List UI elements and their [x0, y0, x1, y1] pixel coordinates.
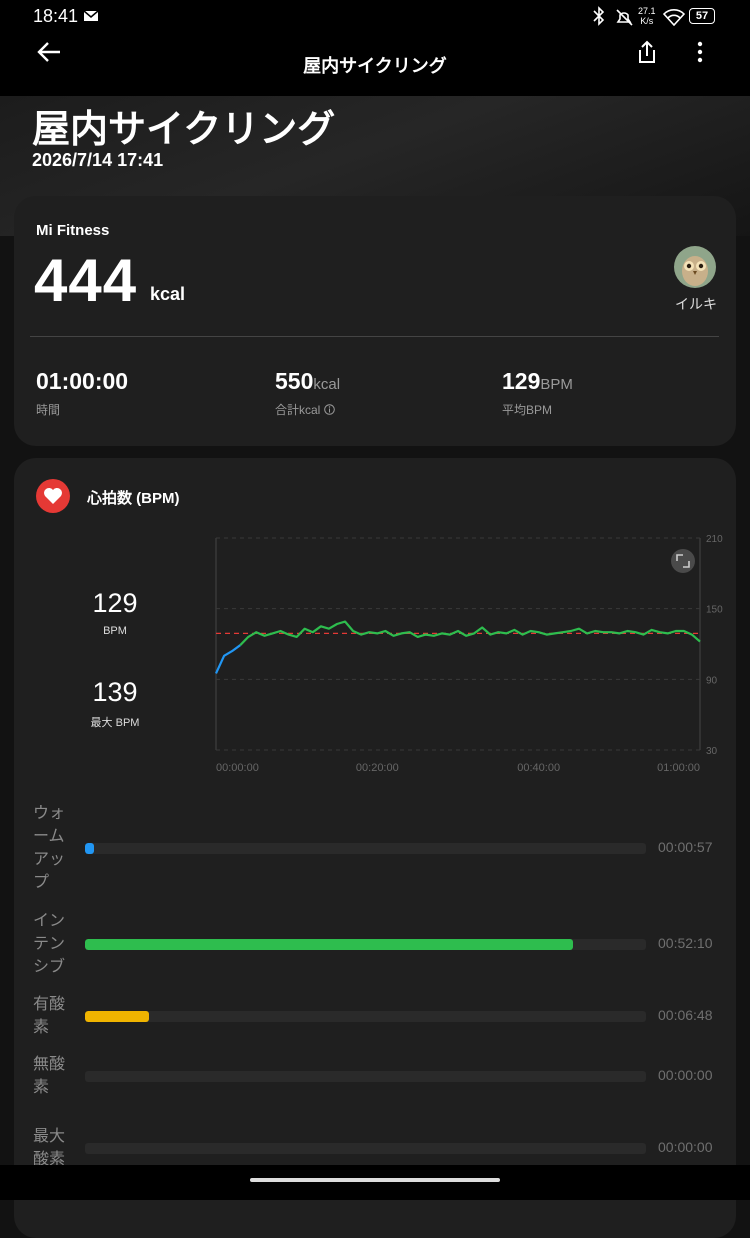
stat: 550kcal [275, 368, 340, 395]
heart-rate-line [215, 644, 241, 674]
zone-label: 最大酸素 [33, 1128, 66, 1168]
nav-bar [0, 1165, 750, 1200]
net-speed-value: 27.1 [638, 6, 656, 16]
zone-label: 無酸素 [33, 1056, 66, 1096]
summary-card: Mi Fitness 444 kcal イルキ 01:00:00 時間 550k… [14, 196, 736, 446]
stat-label: 時間 [36, 403, 61, 417]
zone-track [85, 843, 646, 854]
avatar[interactable] [673, 245, 717, 289]
top-bar [0, 0, 750, 96]
calories-unit: kcal [150, 284, 186, 304]
heart-rate-chart: 30 90 150 210 00:00:00 00:20:00 00:40:00 01:00:… [215, 534, 723, 774]
zone-time: 00:06:48 [658, 1007, 713, 1023]
share-button[interactable] [636, 40, 658, 64]
zone-label: ウォームアップ [33, 805, 66, 891]
stat: 129BPM [502, 368, 573, 395]
expand-icon [676, 554, 690, 568]
x-tick-label: 00:40:00 [517, 762, 560, 774]
expand-button[interactable] [671, 549, 695, 573]
wifi-icon [662, 9, 686, 26]
avg-bpm: 129 [92, 588, 138, 618]
hero-datetime: 2026/7/14 17:41 [32, 150, 164, 170]
y-tick-label: 30 [706, 746, 718, 757]
stat-value: 129 [502, 368, 541, 394]
zone-time: 00:52:10 [658, 935, 713, 951]
zone-track [85, 939, 646, 950]
zone-time: 00:00:00 [658, 1067, 713, 1083]
x-tick-label: 00:20:00 [356, 762, 399, 774]
max-bpm: 139 [92, 677, 138, 707]
status-time: 18:41 [33, 6, 79, 26]
hero-title: 屋内サイクリング [32, 109, 336, 151]
stat-label-text: 合計kcal [275, 403, 321, 417]
stat-value: 550 [275, 368, 314, 394]
stat-unit: BPM [540, 376, 573, 393]
battery: 57 [689, 8, 715, 24]
heart-icon [36, 479, 70, 513]
y-tick-label: 150 [706, 605, 723, 616]
zone-bar [85, 939, 573, 950]
net-speed-unit: K/s [640, 16, 654, 26]
x-tick-label: 01:00:00 [657, 762, 700, 774]
menu-button[interactable] [694, 41, 706, 63]
zone-track [85, 1011, 646, 1022]
stat-label: 平均BPM [502, 403, 553, 417]
stat-label: 合計kcal [275, 401, 335, 418]
x-tick-label: 00:00:00 [216, 762, 259, 774]
zone-track [85, 1071, 646, 1082]
status-icons [593, 6, 633, 26]
header-title: 屋内サイクリング [303, 56, 447, 76]
heart-title: 心拍数 (BPM) [87, 490, 180, 507]
stat-unit: kcal [313, 376, 341, 393]
heart-rate-line [239, 620, 701, 646]
zone-label: 有酸素 [33, 996, 66, 1036]
divider [30, 336, 719, 337]
zone-time: 00:00:57 [658, 839, 713, 855]
zone-time: 00:00:00 [658, 1139, 713, 1155]
source: Mi Fitness [36, 222, 110, 239]
y-tick-label: 210 [706, 534, 723, 545]
mail-icon [83, 10, 99, 21]
zone-bar [85, 1011, 149, 1022]
stat-value: 01:00:00 [36, 368, 129, 394]
max-bpm-label: 最大 BPM [90, 717, 140, 729]
zone-bar [85, 843, 94, 854]
zone-label: インテンシブ [33, 912, 66, 976]
calories: 444 [34, 247, 138, 314]
zone-track [85, 1143, 646, 1154]
user-name: イルキ [675, 296, 717, 312]
y-tick-label: 90 [706, 675, 718, 686]
net-speed: 27.1 K/s [638, 6, 656, 26]
home-indicator[interactable] [250, 1178, 500, 1182]
back-button[interactable] [36, 40, 62, 64]
info-icon[interactable] [323, 404, 335, 415]
avg-bpm-unit: BPM [103, 625, 127, 637]
